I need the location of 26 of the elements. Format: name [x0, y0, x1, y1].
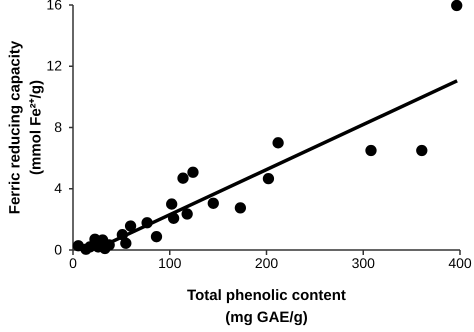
point: [262, 173, 274, 184]
x-axis-title: Total phenolic content (mg GAE/g): [187, 287, 346, 326]
y-tick-label: 4: [54, 180, 62, 196]
point: [234, 202, 246, 214]
y-tick-label: 8: [54, 118, 62, 135]
point: [150, 231, 162, 242]
point: [166, 198, 178, 210]
y-axis-title: Ferric reducing capacity (mmol Fe²⁺/g): [6, 40, 44, 214]
point: [451, 0, 462, 12]
y-tick-label: 12: [46, 58, 62, 74]
point: [208, 198, 219, 209]
point: [177, 172, 189, 184]
x-tick-label: 100: [158, 254, 182, 271]
point: [182, 208, 193, 220]
point: [416, 144, 428, 156]
y-tick-label: 16: [46, 0, 62, 12]
y-tick-label: 0: [54, 241, 62, 258]
point: [124, 220, 136, 232]
x-tick-label: 300: [352, 254, 376, 271]
x-tick-label: 200: [254, 254, 278, 271]
point: [120, 238, 132, 249]
point: [272, 137, 284, 148]
x-tick-label: 0: [69, 254, 78, 271]
point: [187, 166, 199, 178]
x-tick-label: 400: [448, 254, 472, 271]
point: [365, 144, 377, 156]
